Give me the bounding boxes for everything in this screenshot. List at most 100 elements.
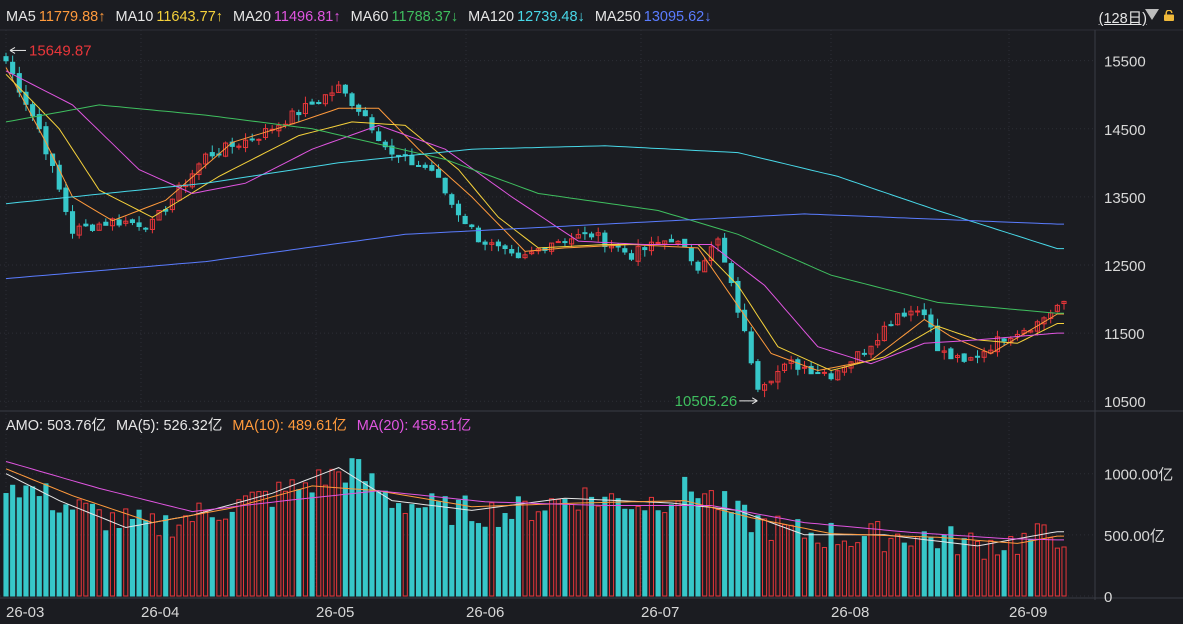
candle-body — [595, 232, 601, 236]
volume-bar — [1008, 536, 1014, 597]
volume-bar — [269, 506, 275, 597]
ma-line-ma10 — [5, 73, 1064, 372]
y-tick-label: 14500 — [1104, 122, 1146, 139]
volume-bar — [735, 500, 741, 597]
candle-body — [429, 165, 435, 171]
candle-body — [915, 310, 921, 313]
volume-bar — [429, 493, 435, 597]
volume-bar — [442, 496, 448, 597]
volume-bar — [688, 491, 694, 597]
candle-body — [682, 238, 688, 248]
candle-body — [941, 350, 947, 353]
candle-body — [974, 355, 981, 358]
candle-body — [156, 209, 162, 221]
volume-bar — [695, 498, 701, 597]
chevron-down-icon[interactable] — [1145, 9, 1159, 20]
candle-body — [189, 173, 195, 188]
volume-bar — [455, 499, 462, 597]
candle-body — [469, 224, 475, 228]
volume-bar — [89, 503, 96, 597]
candle-body — [1054, 304, 1060, 312]
volume-bar — [209, 517, 215, 597]
amo-legend: AMO: 503.76亿 MA(5): 526.32亿 MA(10): 489.61… — [6, 413, 481, 435]
lock-icon[interactable] — [1163, 10, 1175, 21]
volume-bar — [722, 491, 728, 597]
candle-body — [349, 93, 355, 106]
candle-body — [362, 110, 368, 117]
candle-body — [143, 227, 149, 230]
volume-bar — [402, 512, 408, 597]
volume-bar — [542, 510, 548, 597]
candle-body — [256, 138, 262, 141]
volume-bar — [376, 491, 382, 597]
volume-bar — [575, 509, 581, 597]
volume-bar — [675, 500, 681, 597]
candle-body — [489, 242, 495, 245]
candle-body — [342, 84, 348, 94]
candle-body — [835, 370, 841, 381]
volume-bar — [602, 496, 608, 597]
candle-body — [668, 238, 674, 243]
x-tick-label: 26-05 — [316, 604, 354, 621]
ma-line-ma120 — [5, 145, 1064, 250]
candle-body — [109, 218, 116, 227]
volume-bar — [282, 490, 289, 597]
ma-line-ma250 — [5, 213, 1064, 280]
high-arrow-head — [9, 47, 16, 54]
ma-line-ma5 — [5, 67, 1064, 372]
volume-bar — [835, 544, 841, 597]
candle-body — [948, 348, 954, 360]
candle-body — [622, 248, 628, 253]
candle-body — [415, 164, 422, 167]
volume-bar — [821, 547, 828, 597]
volume-bar — [1034, 523, 1040, 597]
volume-bar — [462, 495, 468, 597]
volume-bar — [828, 522, 834, 597]
volume-bar — [1041, 524, 1047, 597]
candle-body — [43, 126, 49, 155]
volume-bar — [216, 519, 222, 597]
volume-bar — [968, 532, 974, 597]
candle-body — [602, 232, 608, 248]
volume-bar — [642, 510, 648, 597]
amo-legend-item: AMO: 503.76亿 — [6, 417, 106, 434]
volume-bar — [988, 539, 994, 597]
volume-bar — [3, 493, 9, 597]
volume-bar — [1054, 547, 1060, 597]
ma-legend-ma250: MA250 13095.62↓ — [595, 9, 712, 25]
volume-bar — [396, 503, 402, 597]
volume-bar — [302, 482, 308, 597]
volume-bar — [116, 528, 122, 597]
volume-bar — [156, 535, 162, 597]
candle-body — [762, 384, 768, 391]
candle-body — [582, 232, 588, 235]
candle-body — [236, 145, 242, 148]
volume-bar — [515, 496, 521, 597]
volume-bar — [502, 513, 508, 597]
candle-body — [708, 246, 714, 262]
volume-bar — [96, 509, 102, 597]
candle-body — [688, 247, 694, 262]
volume-bar — [229, 511, 235, 597]
volume-bar — [30, 486, 36, 597]
candle-body — [588, 233, 595, 238]
candle-body — [63, 187, 69, 212]
volume-bar — [841, 540, 847, 597]
ma-legend-ma120: MA120 12739.48↓ — [468, 9, 585, 25]
vol-tick-label: 1000.00亿 — [1104, 467, 1173, 484]
candle-body — [475, 227, 482, 243]
volume-bar — [336, 471, 342, 597]
volume-bar — [136, 509, 142, 597]
candle-body — [895, 313, 901, 326]
candle-body — [329, 92, 335, 96]
volume-bar — [262, 490, 269, 597]
ma-label: MA20 — [233, 9, 271, 25]
volume-bar — [223, 518, 229, 597]
candle-body — [555, 241, 561, 244]
candle-body — [103, 221, 109, 226]
volume-bar — [169, 536, 175, 597]
volume-bar — [369, 473, 375, 597]
period-selector[interactable]: (128日) — [1098, 11, 1147, 27]
volume-bar — [449, 524, 455, 597]
candle-body — [30, 104, 36, 117]
